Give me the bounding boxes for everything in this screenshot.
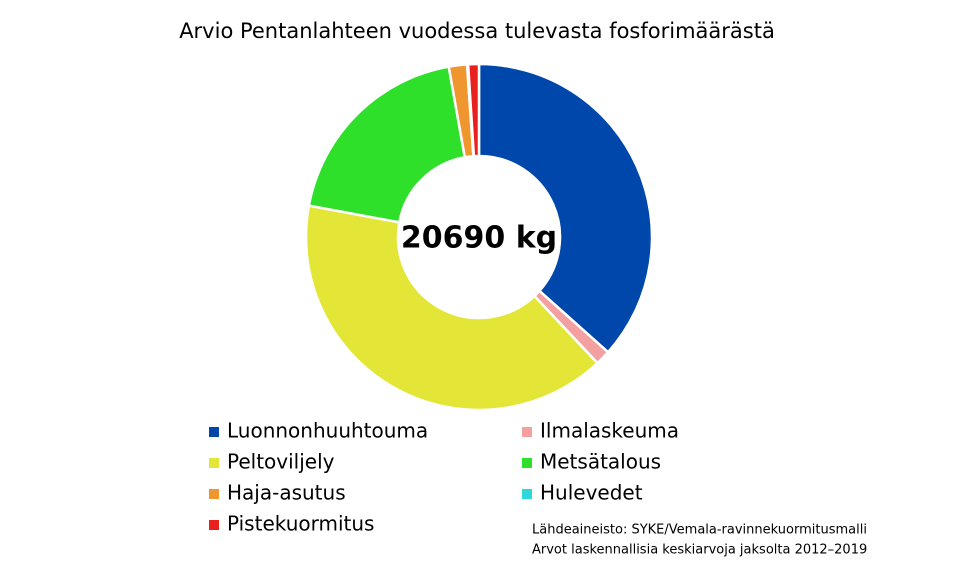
legend-label: Ilmalaskeuma	[540, 419, 679, 443]
slice	[304, 204, 600, 412]
legend-swatch	[209, 458, 219, 468]
legend-label: Peltoviljely	[227, 450, 335, 474]
legend-swatch	[522, 427, 532, 437]
legend-swatch	[522, 458, 532, 468]
slice	[466, 62, 481, 158]
legend-swatch	[522, 489, 532, 499]
chart-title: Arvio Pentanlahteen vuodessa tulevasta f…	[179, 19, 775, 43]
legend-swatch	[209, 427, 219, 437]
legend-label: Luonnonhuuhtouma	[227, 419, 428, 443]
legend-label: Pistekuormitus	[227, 512, 374, 536]
legend-label: Metsätalous	[540, 450, 661, 474]
slice	[477, 62, 654, 354]
legend: Luonnonhuuhtouma Ilmalaskeuma Peltoviljely…	[209, 419, 679, 536]
legend-swatch	[209, 489, 219, 499]
source-note: Lähdeaineisto: SYKE/Vemala-ravinnekuormi…	[532, 523, 867, 538]
source-note: Arvot laskennallisia keskiarvoja jaksolt…	[532, 543, 867, 558]
legend-swatch	[209, 520, 219, 530]
slice	[307, 65, 467, 224]
legend-label: Hulevedet	[540, 481, 643, 505]
center-label: 20690 kg	[401, 221, 557, 256]
donut	[304, 62, 654, 412]
legend-label: Haja-asutus	[227, 481, 346, 505]
